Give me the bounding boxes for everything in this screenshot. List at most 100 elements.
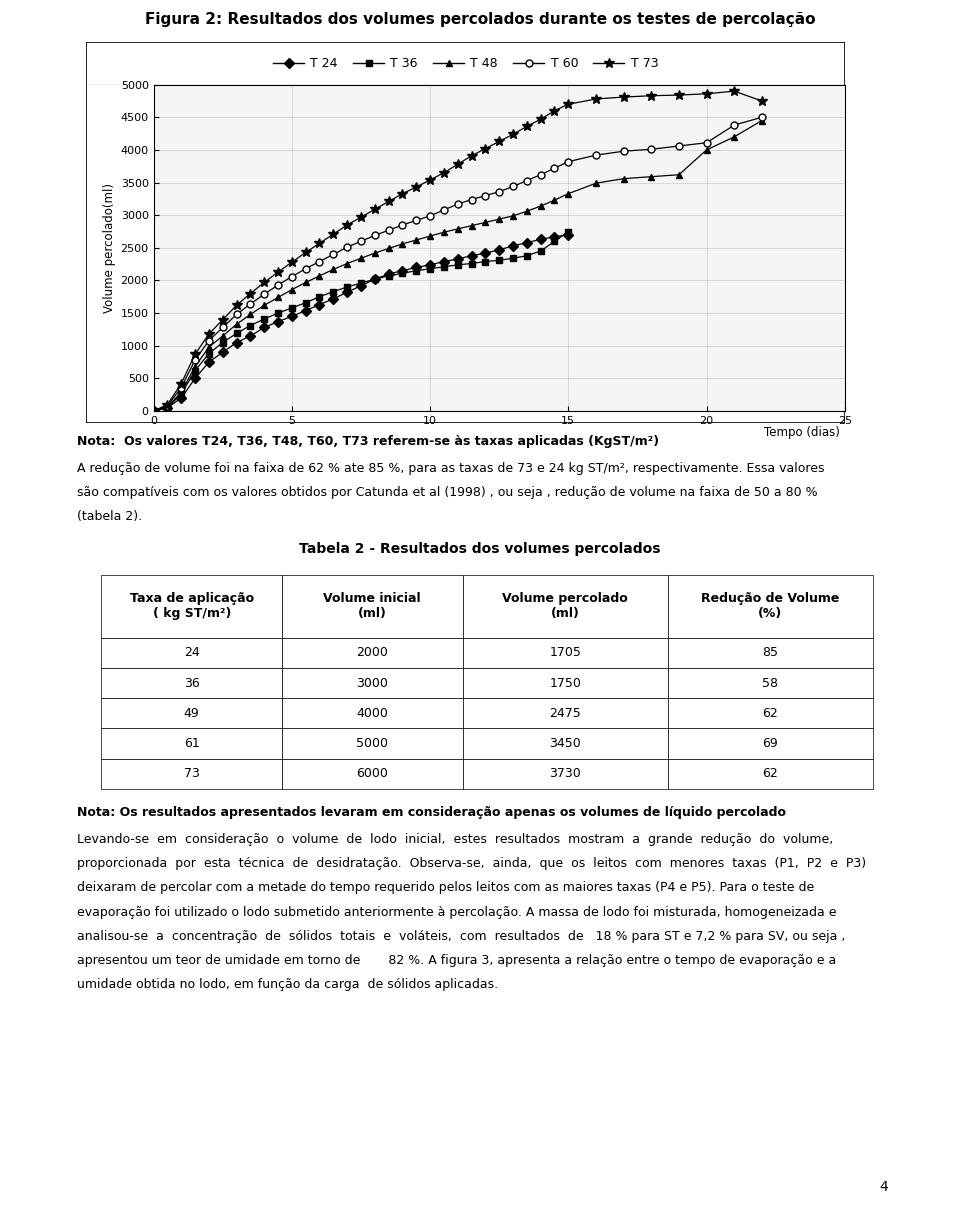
T 60 xyxy=(327,247,339,261)
T 36 xyxy=(411,264,422,278)
T 48 xyxy=(204,340,215,354)
T 60 xyxy=(549,161,561,175)
T 60 xyxy=(673,139,684,154)
Text: (tabela 2).: (tabela 2). xyxy=(77,510,142,523)
T 36 xyxy=(493,253,505,267)
T 73 xyxy=(590,92,602,106)
T 36 xyxy=(396,266,408,280)
T 73 xyxy=(507,127,518,141)
T 73 xyxy=(217,312,228,326)
T 24 xyxy=(563,227,574,242)
T 24 xyxy=(383,267,395,282)
T 36 xyxy=(535,244,546,259)
T 36 xyxy=(148,404,159,418)
Text: analisou-se  a  concentração  de  sólidos  totais  e  voláteis,  com  resultados: analisou-se a concentração de sólidos to… xyxy=(77,930,845,943)
T 73 xyxy=(493,134,505,149)
T 36 xyxy=(452,258,464,272)
T 60 xyxy=(563,155,574,169)
T 48 xyxy=(258,299,270,313)
T 48 xyxy=(245,307,256,322)
Text: Nota: Os resultados apresentados levaram em consideração apenas os volumes de lí: Nota: Os resultados apresentados levaram… xyxy=(77,806,786,820)
T 36 xyxy=(314,289,325,303)
T 36 xyxy=(480,254,492,268)
T 36 xyxy=(466,256,477,271)
T 48 xyxy=(618,172,630,186)
T 36 xyxy=(176,387,187,401)
T 48 xyxy=(424,229,436,243)
T 24 xyxy=(300,303,311,318)
T 48 xyxy=(701,143,712,157)
Line: T 60: T 60 xyxy=(150,114,765,415)
T 48 xyxy=(189,359,201,374)
T 48 xyxy=(161,400,173,415)
T 48 xyxy=(273,290,284,305)
Text: umidade obtida no lodo, em função da carga  de sólidos aplicadas.: umidade obtida no lodo, em função da car… xyxy=(77,978,498,991)
T 48 xyxy=(176,384,187,399)
T 24 xyxy=(355,278,367,293)
T 73 xyxy=(286,255,298,270)
T 36 xyxy=(424,261,436,276)
T 73 xyxy=(729,83,740,98)
Legend: T 24, T 36, T 48, T 60, T 73: T 24, T 36, T 48, T 60, T 73 xyxy=(268,52,663,75)
T 24 xyxy=(535,232,546,247)
T 36 xyxy=(286,301,298,316)
T 24 xyxy=(480,245,492,260)
T 24 xyxy=(396,264,408,278)
T 48 xyxy=(521,204,533,219)
T 24 xyxy=(258,320,270,335)
T 60 xyxy=(314,254,325,268)
Text: deixaram de percolar com a metade do tempo requerido pelos leitos com as maiores: deixaram de percolar com a metade do tem… xyxy=(77,881,814,895)
T 48 xyxy=(383,242,395,256)
T 73 xyxy=(300,245,311,260)
T 73 xyxy=(314,236,325,250)
T 60 xyxy=(189,353,201,368)
Text: apresentou um teor de umidade em torno de       82 %. A figura 3, apresenta a re: apresentou um teor de umidade em torno d… xyxy=(77,954,836,967)
T 73 xyxy=(161,398,173,412)
Text: Tabela 2 - Resultados dos volumes percolados: Tabela 2 - Resultados dos volumes percol… xyxy=(300,542,660,556)
T 60 xyxy=(176,381,187,395)
T 48 xyxy=(286,283,298,297)
T 36 xyxy=(521,248,533,262)
T 36 xyxy=(161,400,173,415)
T 73 xyxy=(273,265,284,279)
T 73 xyxy=(673,88,684,103)
T 73 xyxy=(424,173,436,187)
T 60 xyxy=(493,185,505,199)
T 60 xyxy=(396,218,408,232)
T 36 xyxy=(383,268,395,283)
T 36 xyxy=(327,284,339,299)
Text: 4: 4 xyxy=(878,1180,888,1194)
T 48 xyxy=(535,198,546,213)
T 48 xyxy=(673,168,684,183)
T 60 xyxy=(148,404,159,418)
T 73 xyxy=(189,347,201,361)
T 60 xyxy=(535,168,546,183)
T 48 xyxy=(411,233,422,248)
T 73 xyxy=(230,299,242,313)
T 24 xyxy=(189,371,201,386)
T 48 xyxy=(466,219,477,233)
T 24 xyxy=(369,272,380,287)
T 24 xyxy=(286,310,298,324)
T 73 xyxy=(535,112,546,127)
T 24 xyxy=(342,285,353,300)
T 73 xyxy=(645,88,657,103)
T 73 xyxy=(756,93,768,108)
T 48 xyxy=(300,276,311,290)
T 73 xyxy=(466,149,477,163)
T 60 xyxy=(273,278,284,293)
Line: T 73: T 73 xyxy=(149,86,767,416)
T 73 xyxy=(148,404,159,418)
T 24 xyxy=(204,354,215,369)
T 48 xyxy=(369,245,380,260)
T 24 xyxy=(424,258,436,272)
T 48 xyxy=(396,237,408,251)
Text: A redução de volume foi na faixa de 62 % ate 85 %, para as taxas de 73 e 24 kg S: A redução de volume foi na faixa de 62 %… xyxy=(77,462,825,475)
Text: Figura 2: Resultados dos volumes percolados durante os testes de percolação: Figura 2: Resultados dos volumes percola… xyxy=(145,12,815,27)
T 73 xyxy=(701,87,712,102)
T 24 xyxy=(438,254,449,268)
T 48 xyxy=(549,193,561,208)
T 48 xyxy=(452,221,464,236)
T 60 xyxy=(355,235,367,249)
T 73 xyxy=(452,157,464,172)
